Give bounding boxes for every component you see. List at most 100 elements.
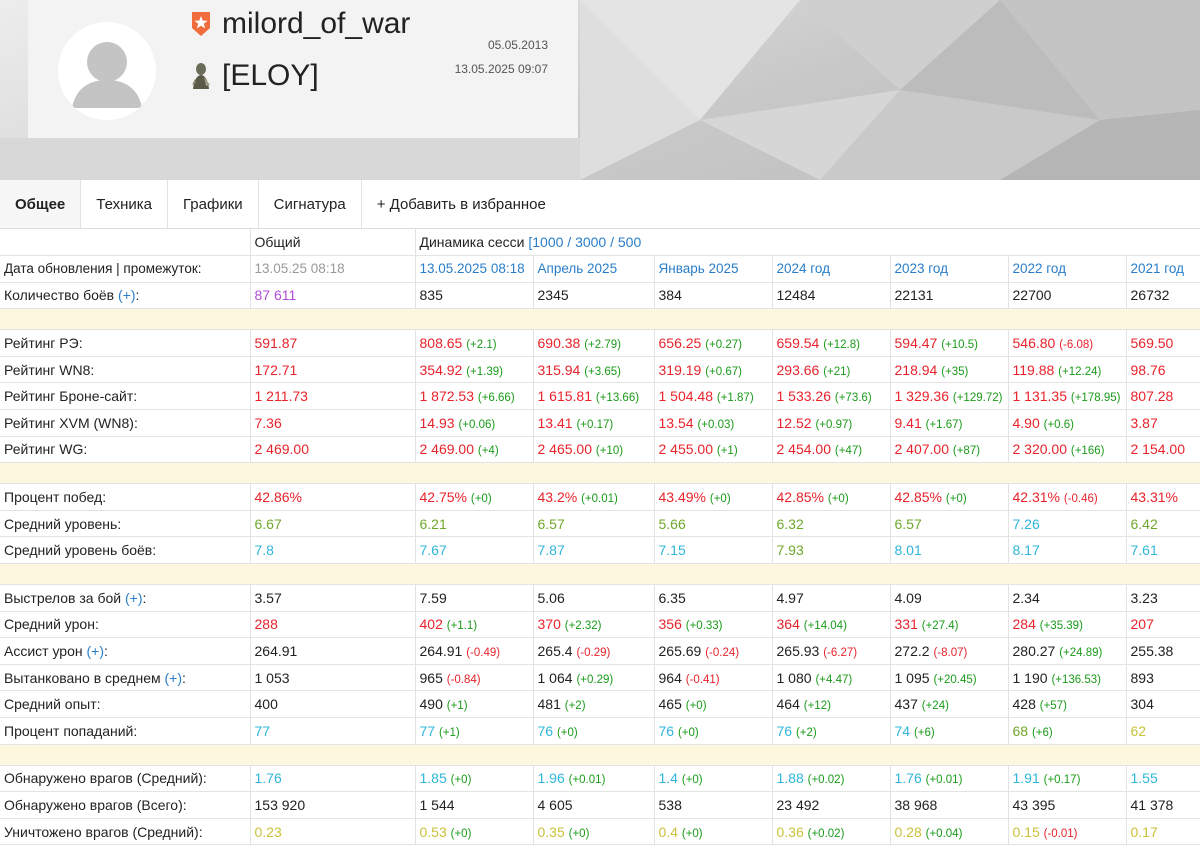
tab-signature[interactable]: Сигнатура bbox=[259, 180, 362, 228]
stat-cell: 12.52 (+0.97) bbox=[772, 409, 891, 437]
period-header[interactable]: 13.05.2025 08:18 bbox=[415, 255, 534, 283]
stat-cell: 1.55 bbox=[1126, 765, 1200, 793]
stat-delta: (+136.53) bbox=[1051, 673, 1101, 686]
stat-cell: 5.66 bbox=[654, 510, 773, 538]
premium-badge-icon bbox=[192, 12, 210, 36]
battles-total: 87 611 bbox=[250, 282, 416, 310]
stat-value: 6.57 bbox=[894, 515, 922, 532]
stat-value: 264.91 bbox=[419, 643, 463, 660]
period-header[interactable]: 2022 год bbox=[1008, 255, 1127, 283]
stat-cell: 7.59 bbox=[415, 584, 534, 612]
stat-delta: (+87) bbox=[952, 445, 981, 458]
stat-cell: 76 (+0) bbox=[654, 717, 773, 745]
stat-cell: 1 504.48 (+1.87) bbox=[654, 382, 773, 411]
stat-delta: (+0.01) bbox=[568, 774, 606, 787]
clan-row[interactable]: [ELOY] bbox=[190, 56, 319, 96]
stat-cell: 656.25 (+0.27) bbox=[654, 329, 773, 357]
stat-delta: (+12.24) bbox=[1058, 365, 1102, 378]
stat-value: 402 bbox=[419, 616, 443, 633]
stat-plus-link[interactable]: (+) bbox=[124, 589, 143, 606]
stat-value: 272.2 bbox=[894, 643, 930, 660]
stat-total: 0.23 bbox=[250, 818, 416, 845]
stat-label: Средний уровень боёв: bbox=[0, 536, 251, 565]
tab-charts[interactable]: Графики bbox=[168, 180, 259, 228]
stat-value: 1.55 bbox=[1130, 770, 1158, 787]
stat-value: 594.47 bbox=[894, 335, 938, 352]
stat-delta: (+12.8) bbox=[823, 339, 860, 352]
stat-cell: 1 080 (+4.47) bbox=[772, 664, 891, 692]
tab-general[interactable]: Общее bbox=[0, 180, 82, 228]
period-header[interactable]: 2024 год bbox=[772, 255, 891, 283]
stat-cell: 437 (+24) bbox=[890, 690, 1009, 718]
stat-cell: 6.35 bbox=[654, 584, 773, 612]
period-header[interactable]: 2021 год bbox=[1126, 255, 1200, 283]
stat-total: 591.87 bbox=[250, 329, 416, 357]
section-divider-cell bbox=[0, 744, 1200, 766]
stat-delta: (+57) bbox=[1039, 700, 1067, 713]
stat-delta: (+0) bbox=[677, 726, 699, 739]
stat-delta: (+0) bbox=[556, 726, 578, 739]
tab-vehicles[interactable]: Техника bbox=[81, 180, 169, 228]
stat-label: Вытанковано в среднем (+): bbox=[0, 664, 251, 692]
battles-row: Количество боёв (+): 87 611 835 2345 384 12… bbox=[0, 282, 1200, 310]
stat-value: 43 395 bbox=[1012, 796, 1056, 813]
stat-value: 8.17 bbox=[1012, 542, 1040, 559]
battles-plus-link[interactable]: (+) bbox=[118, 287, 136, 304]
stat-delta: (+0.01) bbox=[581, 493, 618, 506]
stat-plus-link[interactable]: (+) bbox=[86, 643, 105, 660]
stat-label: Рейтинг XVM (WN8): bbox=[0, 409, 251, 437]
stat-value: 2 469.00 bbox=[419, 441, 475, 458]
stat-row: Обнаружено врагов (Средний): 1.76 1.85 (+0… bbox=[0, 765, 1200, 793]
period-header[interactable]: 2023 год bbox=[890, 255, 1009, 283]
stat-cell: 98.76 bbox=[1126, 356, 1200, 384]
stat-delta: (+1.87) bbox=[716, 392, 754, 405]
stat-total: 153 920 bbox=[250, 791, 416, 819]
stat-delta: (+1) bbox=[446, 700, 468, 713]
stat-cell: 43.31% bbox=[1126, 483, 1200, 511]
battles-value: 22700 bbox=[1008, 282, 1127, 310]
section-divider bbox=[0, 744, 1200, 766]
stat-value: 546.80 bbox=[1012, 335, 1056, 352]
stat-value: 437 bbox=[894, 696, 918, 713]
stat-value: 9.41 bbox=[894, 414, 922, 431]
clan-tag[interactable]: [ELOY] bbox=[222, 59, 319, 92]
section-divider bbox=[0, 308, 1200, 331]
stat-value: 964 bbox=[658, 669, 682, 686]
stat-cell: 7.15 bbox=[654, 536, 773, 565]
stat-cell: 2.34 bbox=[1008, 584, 1127, 612]
stat-total: 288 bbox=[250, 611, 416, 639]
stat-plus-link[interactable]: (+) bbox=[164, 669, 183, 686]
stat-row: Средний опыт: 400 490 (+1) 481 (+2) 465 (+0)… bbox=[0, 690, 1200, 718]
stat-value: 538 bbox=[658, 796, 682, 813]
stat-value: 356 bbox=[658, 616, 682, 633]
update-date-total: 13.05.25 08:18 bbox=[250, 255, 416, 283]
stat-cell: 4.09 bbox=[890, 584, 1009, 612]
stat-value: 481 bbox=[537, 696, 561, 713]
stat-value: 2 320.00 bbox=[1012, 441, 1068, 458]
clan-emblem-icon bbox=[192, 63, 210, 89]
stat-label: Рейтинг WG: bbox=[0, 436, 251, 464]
stat-cell: 0.35 (+0) bbox=[533, 818, 655, 845]
stat-value: 265.69 bbox=[658, 643, 702, 660]
stat-value: 7.61 bbox=[1130, 542, 1158, 559]
stat-value: 42.31% bbox=[1012, 489, 1060, 506]
stat-delta: (+1.39) bbox=[466, 365, 503, 378]
stat-total: 7.8 bbox=[250, 536, 416, 565]
stat-value: 42.85% bbox=[776, 489, 824, 506]
stat-value: 1.88 bbox=[776, 770, 804, 787]
stat-delta: (-0.46) bbox=[1063, 493, 1098, 506]
stat-cell: 265.4 (-0.29) bbox=[533, 637, 655, 665]
period-header[interactable]: Январь 2025 bbox=[654, 255, 773, 283]
stat-value: 4.09 bbox=[894, 589, 922, 606]
section-divider-cell bbox=[0, 308, 1200, 331]
stat-value: 4.90 bbox=[1012, 414, 1040, 431]
add-to-favorites-button[interactable]: + Добавить в избранное bbox=[376, 195, 546, 213]
period-header[interactable]: Апрель 2025 bbox=[533, 255, 655, 283]
stat-row: Процент попаданий: 77 77 (+1) 76 (+0) 76 (+0… bbox=[0, 717, 1200, 745]
stat-cell: 356 (+0.33) bbox=[654, 611, 773, 639]
stat-cell: 538 bbox=[654, 791, 773, 819]
header-dynamics-link[interactable]: [1000 / 3000 / 500 bbox=[528, 234, 642, 251]
stat-cell: 8.01 bbox=[890, 536, 1009, 565]
battles-label-text: Количество боёв bbox=[4, 287, 115, 304]
avatar[interactable] bbox=[58, 22, 156, 120]
